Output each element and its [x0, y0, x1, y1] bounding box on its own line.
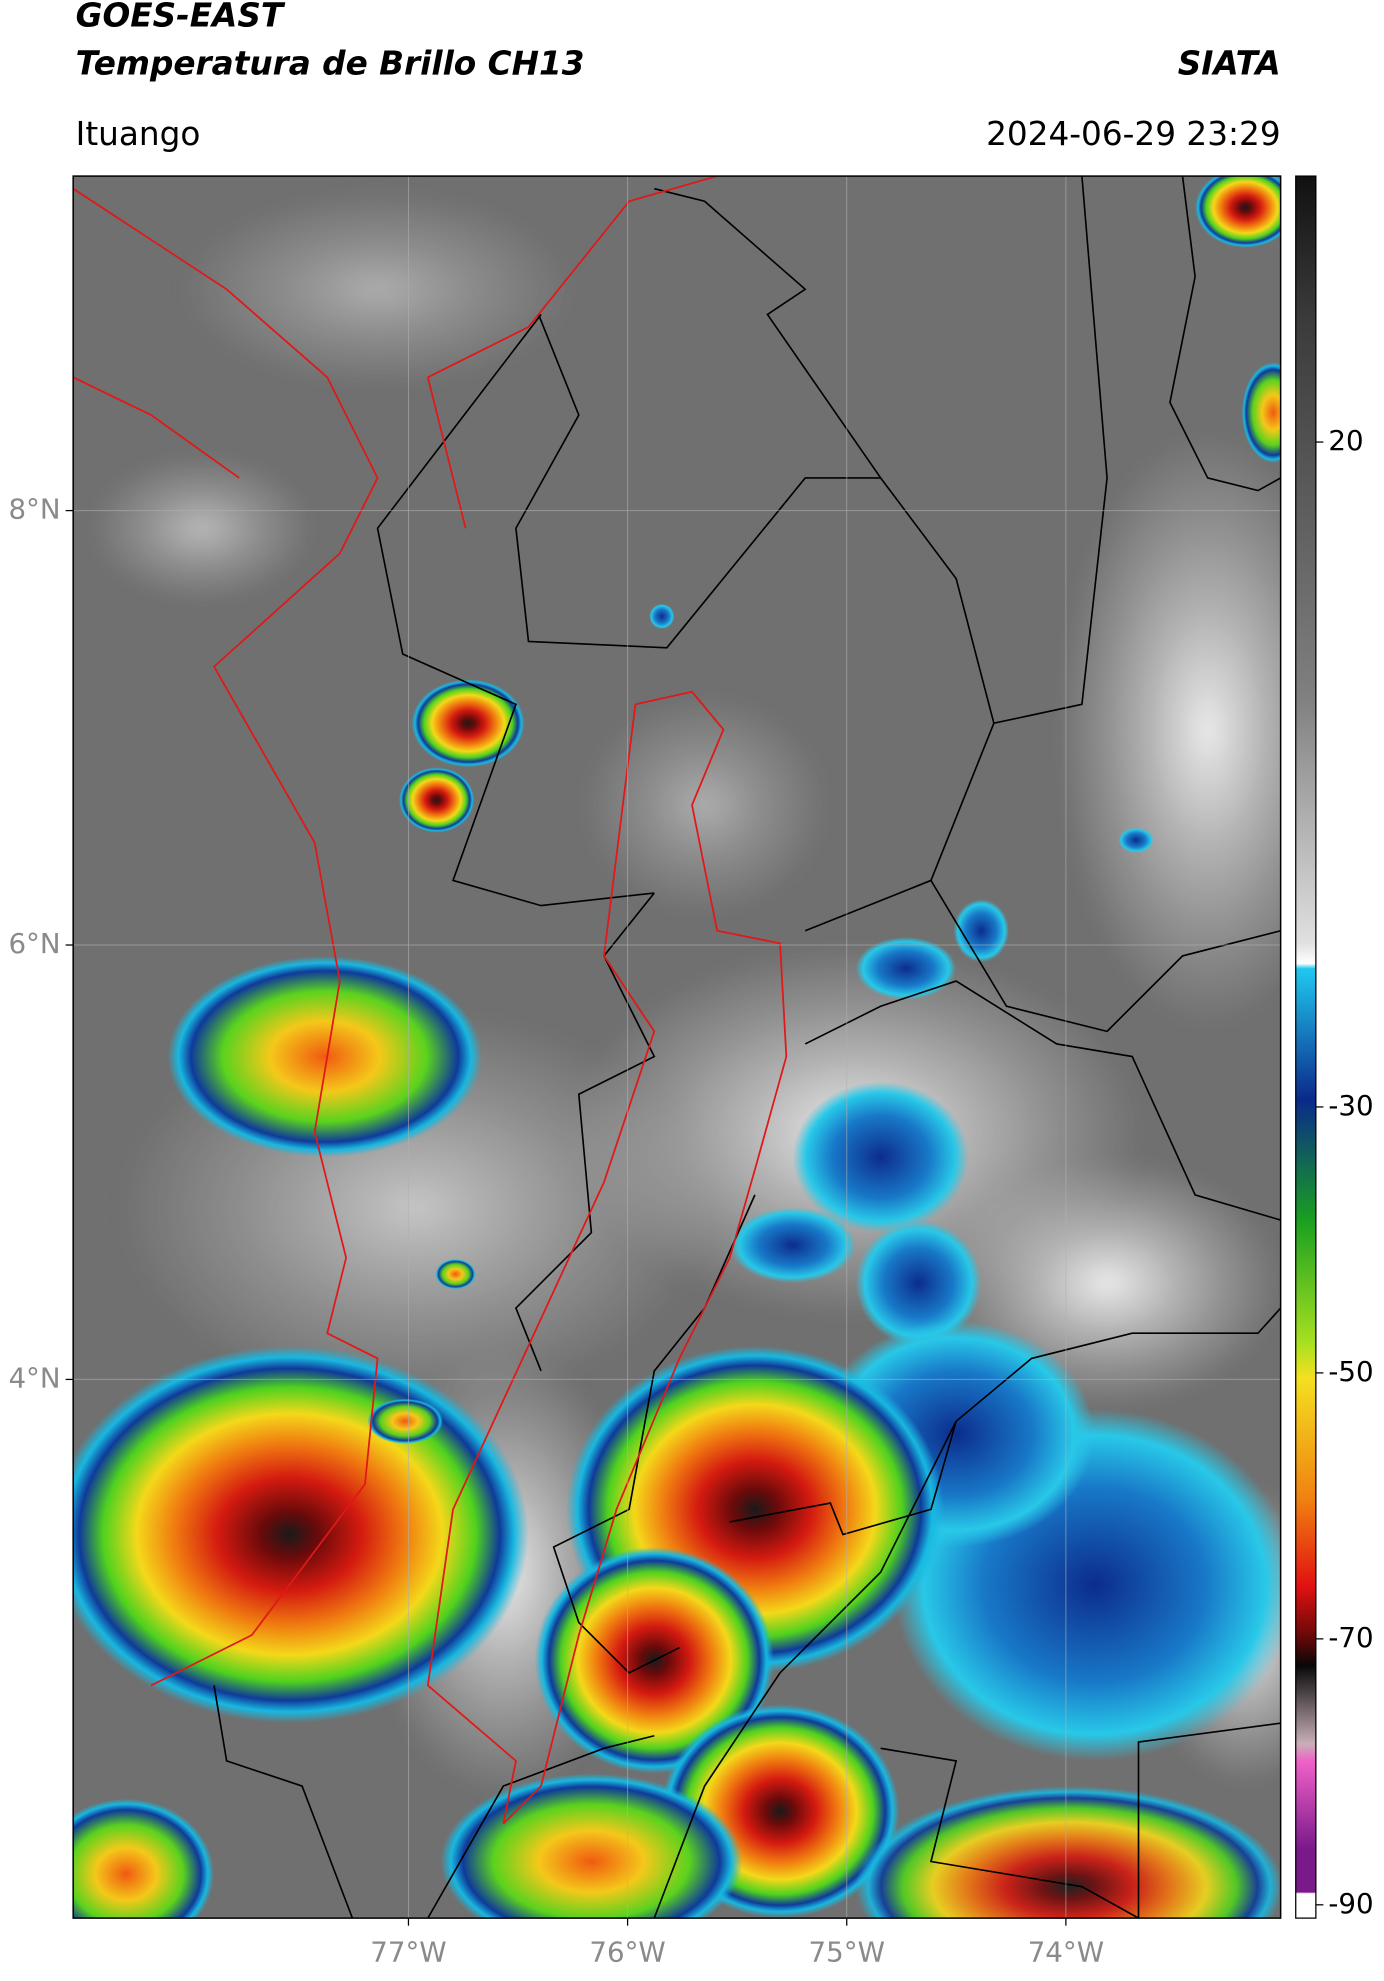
colorbar-tick-label: -50 — [1328, 1355, 1373, 1388]
colorbar-tick-label: 20 — [1328, 424, 1363, 457]
x-tick-label: 76°W — [589, 1935, 665, 1968]
y-tick-label: 8°N — [8, 493, 60, 526]
satellite-title: GOES-EAST — [76, 0, 286, 35]
x-tick-label: 77°W — [370, 1935, 446, 1968]
axis-ticks: 77°W 76°W 75°W 74°W 8°N 6°N 4°N 20 -30 -50 -70 -90 — [8, 424, 1373, 1968]
product-title: Temperatura de Brillo CH13 — [76, 44, 585, 82]
map-frame — [72, 175, 1282, 1919]
region-label: Ituango — [76, 115, 201, 153]
colorbar-tick-label: -70 — [1328, 1621, 1373, 1654]
x-tick-label: 75°W — [809, 1935, 885, 1968]
convective-cells — [73, 176, 1281, 1919]
grid-lines — [73, 176, 1281, 1919]
national-borders — [73, 176, 788, 1825]
colorbar-tick-label: -90 — [1328, 1887, 1373, 1920]
colorbar-tick-label: -30 — [1328, 1089, 1373, 1122]
admin-borders — [213, 176, 1281, 1919]
map-image — [73, 176, 1281, 1919]
x-tick-label: 74°W — [1028, 1935, 1104, 1968]
colorbar — [1295, 175, 1317, 1919]
datetime-label: 2024-06-29 23:29 — [986, 115, 1281, 153]
agency-label: SIATA — [1178, 44, 1281, 82]
cold-cloud-tops — [729, 899, 1281, 1761]
y-tick-label: 4°N — [8, 1361, 60, 1394]
y-tick-label: 6°N — [8, 927, 60, 960]
